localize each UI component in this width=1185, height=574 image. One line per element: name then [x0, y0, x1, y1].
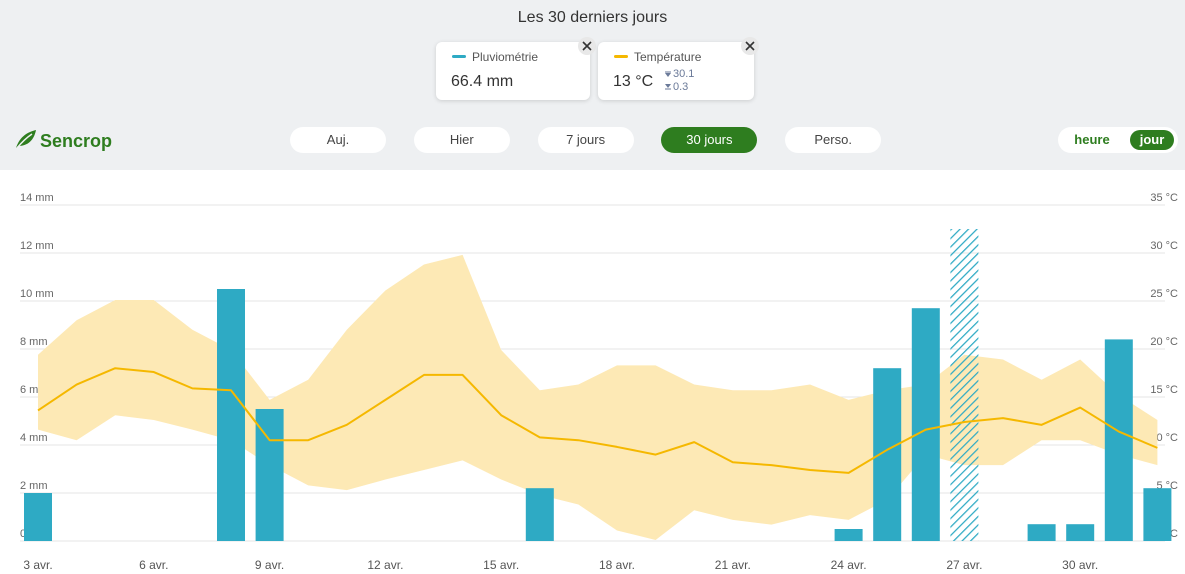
period-button[interactable]: 7 jours — [537, 127, 634, 153]
x-tick-label: 24 avr. — [831, 558, 867, 572]
period-button[interactable]: Perso. — [785, 127, 882, 153]
card-value: 13 °C — [613, 73, 654, 90]
legend-swatch — [452, 55, 466, 58]
bar — [217, 289, 245, 541]
bar — [24, 493, 52, 541]
x-tick-label: 21 avr. — [715, 558, 751, 572]
title: Les 30 derniers jours — [517, 9, 668, 26]
temperature-band — [38, 254, 1158, 541]
close-button[interactable] — [578, 37, 596, 55]
period-button[interactable]: Auj. — [290, 127, 386, 153]
temp-card: Température 13 °C 30.1 0.3 — [598, 42, 754, 100]
y-tick-label: 12 mm — [20, 240, 54, 252]
resolution-button[interactable]: heure — [1074, 132, 1110, 147]
logo-icon — [16, 130, 36, 149]
minmax-icon — [665, 71, 671, 90]
card-min: 0.3 — [673, 81, 689, 93]
legend-name: Température — [634, 50, 702, 64]
temperature-line — [37, 367, 1158, 474]
header: Les 30 derniers jours Pluviométrie 66.4 … — [0, 0, 1185, 170]
bar — [911, 308, 940, 541]
x-tick-label: 27 avr. — [946, 558, 982, 572]
y-tick-label: 4 mm — [20, 432, 48, 444]
x-tick-label: 30 avr. — [1062, 558, 1098, 572]
rain-card: Pluviométrie 66.4 mm — [436, 42, 590, 100]
legend-name: Pluviométrie — [472, 50, 539, 64]
card-value: 66.4 mm — [451, 73, 514, 90]
bar — [1143, 488, 1172, 541]
bar — [255, 409, 284, 541]
legend-swatch — [614, 55, 628, 58]
resolution-button[interactable]: jour — [1130, 130, 1174, 150]
x-tick-label: 12 avr. — [367, 558, 403, 572]
y-tick-label: 8 mm — [20, 336, 48, 348]
close-button[interactable] — [741, 37, 759, 55]
bar — [1104, 339, 1133, 541]
bar — [1066, 524, 1095, 541]
period-button[interactable]: Hier — [413, 127, 510, 153]
brand: Sencrop — [40, 131, 113, 151]
bar — [834, 529, 863, 541]
x-tick-label: 15 avr. — [483, 558, 519, 572]
y-tick-label: 2 mm — [20, 480, 48, 492]
period-button[interactable]: 30 jours — [661, 127, 758, 153]
x-tick-label: 6 avr. — [139, 558, 168, 572]
x-tick-label: 18 avr. — [599, 558, 635, 572]
card-max: 30.1 — [673, 68, 695, 80]
bar — [1027, 524, 1056, 541]
y2-tick-label: 15 °C — [1150, 384, 1178, 396]
y-tick-label: 10 mm — [20, 288, 54, 300]
forecast-bar — [950, 229, 979, 541]
y-tick-label: 14 mm — [20, 192, 54, 204]
y2-tick-label: 30 °C — [1150, 240, 1178, 252]
y2-tick-label: 35 °C — [1150, 192, 1178, 204]
x-tick-label: 3 avr. — [23, 558, 52, 572]
y2-tick-label: 25 °C — [1150, 288, 1178, 300]
y2-tick-label: 20 °C — [1150, 336, 1178, 348]
bar — [525, 488, 554, 541]
x-tick-label: 9 avr. — [255, 558, 284, 572]
